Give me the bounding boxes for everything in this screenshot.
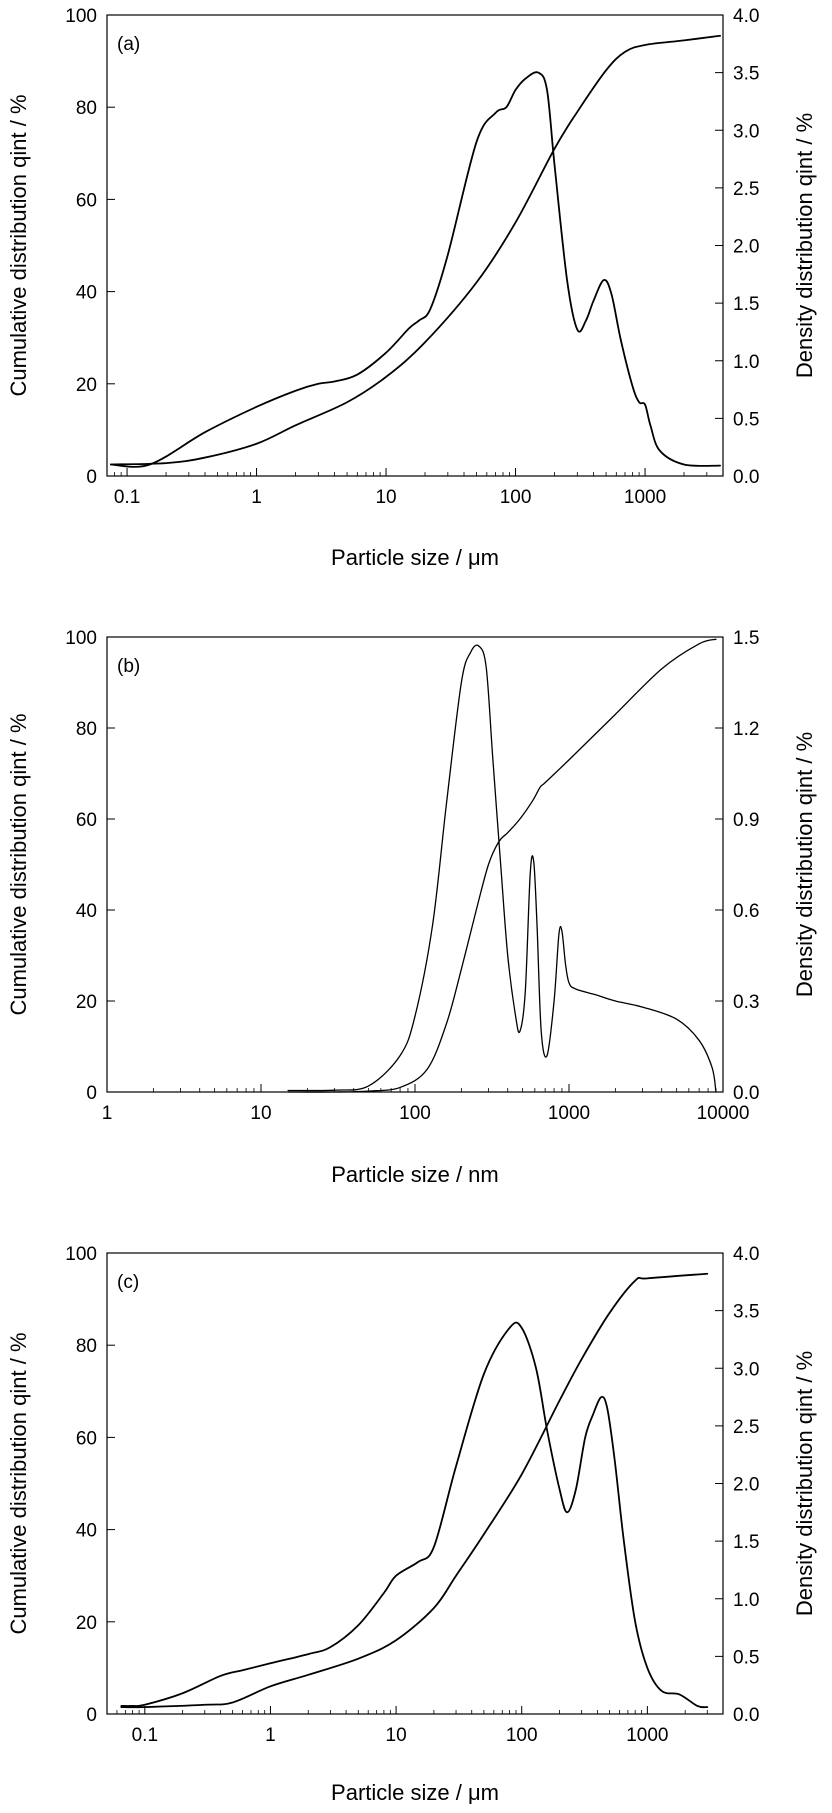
- panel-a-y-tick-label: 0: [86, 467, 97, 488]
- panel-c-y-tick-label: 20: [76, 1613, 97, 1634]
- panel-a-y-tick-label: 20: [76, 375, 97, 396]
- panel-c-plot-frame: [106, 1252, 724, 1715]
- panel-c-y-tick-label: 0: [86, 1705, 97, 1726]
- panel-a-x-tick-label: 0.1: [114, 487, 140, 508]
- panel-a-y2-tick-label: 0.5: [733, 409, 759, 430]
- panel-a-density-curve: [109, 71, 722, 468]
- panel-c-cumulative-curve: [120, 1272, 709, 1709]
- panel-b-plot-frame: [106, 636, 724, 1093]
- panel-b-x-tick-label: 1: [102, 1103, 113, 1124]
- panel-b-y2-tick-label: 0.9: [733, 810, 759, 831]
- panel-b-y-tick-label: 80: [76, 719, 97, 740]
- panel-c-y2-axis-title: Density distribution qint / %: [792, 1351, 817, 1616]
- panel-a-cumulative-curve: [109, 34, 722, 466]
- panel-a-x-tick-label: 100: [500, 487, 532, 508]
- panel-a-x-tick-label: 10: [375, 487, 396, 508]
- panel-a-y-tick-label: 40: [76, 283, 97, 304]
- panel-c-y-tick-label: 60: [76, 1428, 97, 1449]
- panel-b-cumulative-curve: [287, 638, 717, 1093]
- panel-c-y2-tick-label: 3.0: [733, 1359, 759, 1380]
- panel-b-y-axis-title: Cumulative distribution qint / %: [6, 713, 31, 1015]
- panel-b-y2-tick-label: 0.0: [733, 1083, 759, 1104]
- panel-c-y2-tick-label: 0.5: [733, 1647, 759, 1668]
- panel-a-y2-tick-label: 2.0: [733, 237, 759, 258]
- panel-b-y-tick-label: 20: [76, 992, 97, 1013]
- panel-a-y-tick-label: 80: [76, 98, 97, 119]
- panel-c-x-tick-label: 0.1: [132, 1725, 158, 1746]
- panel-b-y-tick-label: 100: [65, 628, 97, 649]
- panel-b-density-curve: [287, 644, 717, 1093]
- panel-c-y2-tick-label: 2.5: [733, 1417, 759, 1438]
- panel-b: 1 10 100 1000 10000 0 20 40 60 80 100 0.0 0.3 0.6 0.9 1…: [6, 628, 817, 1187]
- panel-b-y2-tick-label: 1.5: [733, 628, 759, 649]
- panel-b-x-axis-title: Particle size / nm: [331, 1162, 499, 1187]
- panel-a-y2-tick-label: 4.0: [733, 6, 759, 27]
- panel-b-y-tick-label: 40: [76, 901, 97, 922]
- panel-b-y2-tick-label: 0.6: [733, 901, 759, 922]
- panel-c-y-axis-title: Cumulative distribution qint / %: [6, 1332, 31, 1634]
- panel-b-x-tick-label: 10: [250, 1103, 271, 1124]
- panel-c-y2-tick-label: 0.0: [733, 1705, 759, 1726]
- panel-b-x-tick-label: 100: [399, 1103, 431, 1124]
- panel-a-y2-tick-label: 0.0: [733, 467, 759, 488]
- panel-a-label: (a): [117, 34, 140, 55]
- panel-b-y-tick-label: 0: [86, 1083, 97, 1104]
- panel-a-x-axis-title: Particle size / μm: [331, 545, 499, 570]
- panel-a-y-tick-label: 100: [65, 6, 97, 27]
- panel-c: 0.1 1 10 100 1000 0 20 40 60 80 100 0.0 0.5 1.0 1.5 2.0…: [6, 1244, 817, 1805]
- panel-a-y-axis-title: Cumulative distribution qint / %: [6, 94, 31, 396]
- panel-c-x-tick-label: 10: [386, 1725, 407, 1746]
- panel-a-y-tick-label: 60: [76, 190, 97, 211]
- panel-c-y-tick-label: 100: [65, 1244, 97, 1265]
- panel-a-y2-tick-label: 1.0: [733, 352, 759, 373]
- panel-c-x-axis-title: Particle size / μm: [331, 1780, 499, 1805]
- panel-c-y2-tick-label: 1.0: [733, 1590, 759, 1611]
- panel-a-plot-frame: [106, 14, 724, 477]
- panel-a: 0.1 1 10 100 1000 0 20 40 60 80 100 0.0 0.5 1.0 1.5 2.0…: [6, 6, 817, 570]
- panel-b-y2-tick-label: 1.2: [733, 719, 759, 740]
- panel-a-y2-tick-label: 1.5: [733, 294, 759, 315]
- panel-a-y2-tick-label: 3.0: [733, 121, 759, 142]
- panel-c-x-tick-label: 1: [265, 1725, 276, 1746]
- panel-b-y2-tick-label: 0.3: [733, 992, 759, 1013]
- panel-c-y2-tick-label: 2.0: [733, 1475, 759, 1496]
- panel-a-y2-tick-label: 2.5: [733, 179, 759, 200]
- panel-c-x-tick-label: 100: [506, 1725, 538, 1746]
- panel-b-y-tick-label: 60: [76, 810, 97, 831]
- panel-a-x-tick-label: 1: [251, 487, 262, 508]
- panel-b-y2-axis-title: Density distribution qint / %: [792, 732, 817, 997]
- panel-c-x-tick-label: 1000: [626, 1725, 668, 1746]
- panel-c-y-tick-label: 40: [76, 1521, 97, 1542]
- panel-c-density-curve: [120, 1321, 709, 1709]
- panel-a-x-tick-label: 1000: [624, 487, 666, 508]
- panel-c-label: (c): [117, 1272, 139, 1293]
- panel-b-x-tick-label: 10000: [697, 1103, 750, 1124]
- panel-c-y-tick-label: 80: [76, 1336, 97, 1357]
- panel-c-y2-tick-label: 4.0: [733, 1244, 759, 1265]
- panel-c-y2-tick-label: 3.5: [733, 1302, 759, 1323]
- panel-c-y2-tick-label: 1.5: [733, 1532, 759, 1553]
- panel-b-x-tick-label: 1000: [548, 1103, 590, 1124]
- panel-b-label: (b): [117, 656, 140, 677]
- panel-a-y2-axis-title: Density distribution qint / %: [792, 113, 817, 378]
- panel-a-y2-tick-label: 3.5: [733, 64, 759, 85]
